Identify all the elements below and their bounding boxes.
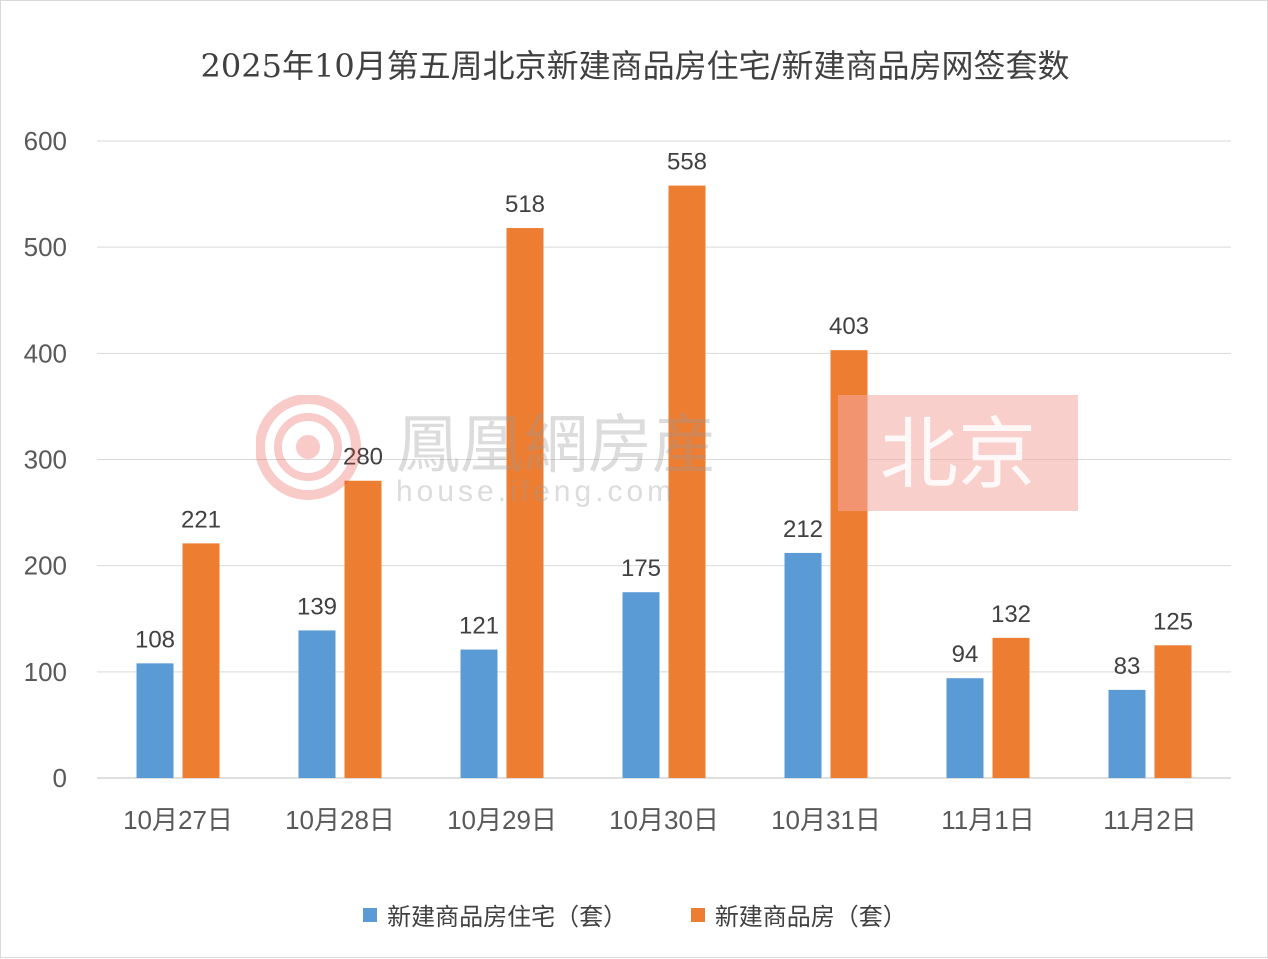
data-label: 558 bbox=[667, 149, 707, 176]
x-tick-label: 10月28日 bbox=[285, 805, 395, 835]
x-axis-ticks: 10月27日 10月28日 10月29日 10月30日 10月31日 11月1日 11月2日 bbox=[123, 805, 1197, 835]
legend-label-residential: 新建商品房住宅（套） bbox=[387, 903, 628, 931]
bar bbox=[830, 350, 868, 778]
data-label: 121 bbox=[459, 613, 499, 640]
y-tick-label: 500 bbox=[24, 232, 67, 262]
y-tick-label: 200 bbox=[24, 551, 67, 581]
x-tick-label: 10月27日 bbox=[123, 805, 233, 835]
bar bbox=[622, 592, 660, 778]
chart-title: 2025年10月第五周北京新建商品房住宅/新建商品房网签套数 bbox=[200, 47, 1070, 85]
data-label: 403 bbox=[829, 313, 869, 340]
x-tick-label: 10月30日 bbox=[609, 805, 719, 835]
y-tick-label: 100 bbox=[24, 657, 67, 687]
bar bbox=[1108, 689, 1146, 778]
bar bbox=[506, 228, 544, 779]
bar bbox=[344, 480, 382, 778]
data-label: 175 bbox=[621, 555, 661, 582]
x-tick-label: 10月31日 bbox=[771, 805, 881, 835]
data-label: 125 bbox=[1153, 608, 1193, 635]
legend-label-commercial: 新建商品房（套） bbox=[714, 903, 907, 931]
data-label: 83 bbox=[1114, 653, 1141, 680]
bars bbox=[136, 185, 1192, 779]
x-tick-label: 11月1日 bbox=[941, 805, 1034, 835]
bar bbox=[784, 552, 822, 778]
y-axis-ticks: 0 100 200 300 400 500 600 bbox=[24, 126, 67, 793]
data-label: 94 bbox=[952, 641, 979, 668]
data-label: 108 bbox=[135, 626, 175, 653]
legend-swatch-commercial bbox=[690, 907, 705, 922]
legend: 新建商品房住宅（套） 新建商品房（套） bbox=[1, 897, 1268, 932]
x-tick-label: 11月2日 bbox=[1103, 805, 1196, 835]
legend-item-residential: 新建商品房住宅（套） bbox=[363, 897, 627, 932]
bar bbox=[182, 543, 220, 778]
gridlines bbox=[97, 140, 1231, 779]
bar bbox=[136, 663, 174, 778]
bar bbox=[298, 630, 336, 778]
y-tick-label: 0 bbox=[53, 763, 67, 793]
bar bbox=[460, 649, 498, 778]
data-label: 221 bbox=[181, 506, 221, 533]
bar bbox=[992, 637, 1030, 778]
data-label: 280 bbox=[343, 444, 383, 471]
data-label: 132 bbox=[991, 601, 1031, 628]
legend-item-commercial: 新建商品房（套） bbox=[690, 897, 907, 932]
bar bbox=[1154, 645, 1192, 778]
y-tick-label: 300 bbox=[24, 445, 67, 475]
y-tick-label: 600 bbox=[24, 126, 67, 156]
bar bbox=[668, 185, 706, 779]
y-tick-label: 400 bbox=[24, 338, 67, 368]
data-label: 212 bbox=[783, 516, 823, 543]
x-tick-label: 10月29日 bbox=[447, 805, 557, 835]
legend-swatch-residential bbox=[363, 907, 378, 922]
data-label: 139 bbox=[297, 593, 337, 620]
bar bbox=[946, 678, 984, 778]
data-label: 518 bbox=[505, 191, 545, 218]
data-labels: 108 221 139 280 121 518 175 558 212 403 94 132 83 125 bbox=[135, 149, 1193, 680]
